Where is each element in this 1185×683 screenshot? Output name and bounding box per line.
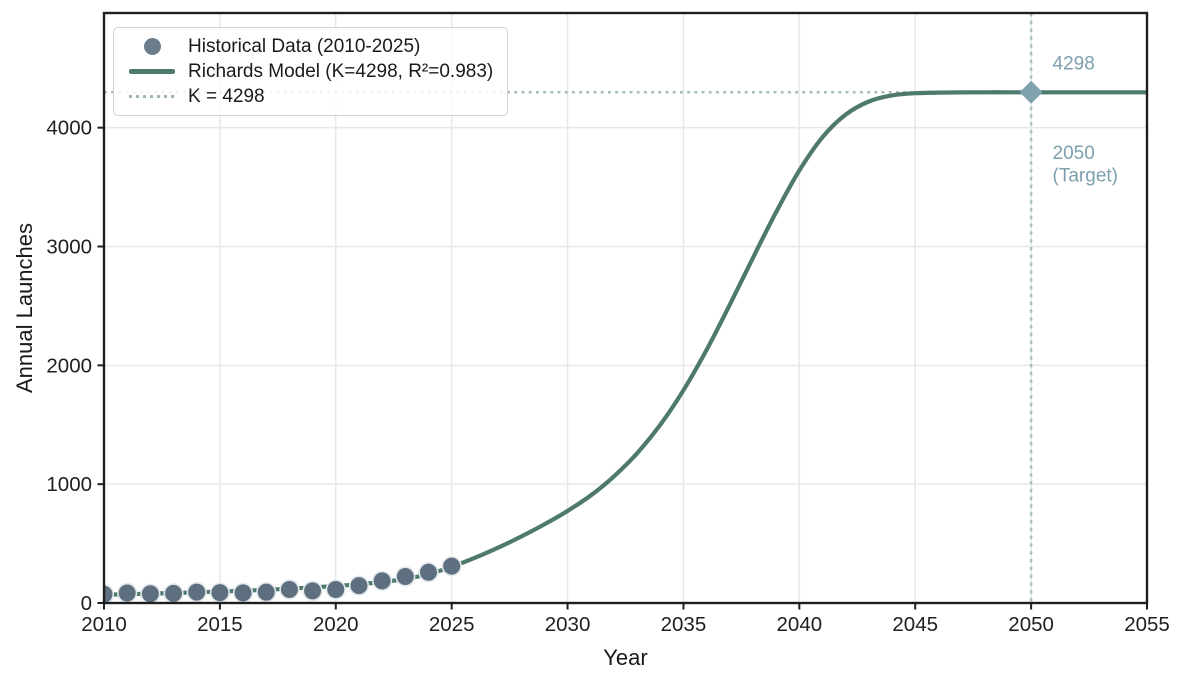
historical-data-point: [279, 579, 300, 600]
historical-data-point: [117, 582, 138, 603]
historical-data-point: [209, 582, 230, 603]
x-tick-label: 2040: [777, 613, 823, 636]
line-sample-icon: [129, 69, 175, 74]
historical-data-point: [186, 581, 207, 603]
historical-data-point: [140, 583, 161, 603]
historical-data-point: [302, 580, 323, 601]
x-tick-label: 2045: [892, 613, 938, 636]
x-tick-label: 2010: [81, 613, 127, 636]
x-tick-label: 2020: [313, 613, 359, 636]
historical-data-point: [104, 584, 115, 603]
historical-data-point: [348, 575, 370, 596]
data-layer: [104, 90, 1147, 603]
plot-frame: [102, 11, 1149, 605]
legend-item-model: Richards Model (K=4298, R²=0.983): [124, 59, 493, 84]
legend-marker-historical: [124, 38, 180, 55]
y-tick-label: 2000: [46, 354, 92, 377]
x-tick-label: 2055: [1124, 613, 1170, 636]
historical-data-point: [441, 556, 462, 577]
annotation-text: 2050: [1053, 143, 1095, 164]
legend-marker-model: [124, 69, 180, 74]
x-tick-label: 2035: [661, 613, 707, 636]
scatter-marker-icon: [143, 38, 161, 55]
x-tick-label: 2025: [429, 613, 475, 636]
historical-data-point: [325, 579, 346, 600]
legend-item-historical: Historical Data (2010-2025): [124, 34, 493, 59]
dotted-line-sample-icon: [129, 95, 175, 98]
richards-model-curve: [104, 90, 1147, 597]
historical-data-point: [232, 582, 254, 603]
annotation-text: (Target): [1053, 166, 1118, 187]
y-tick-label: 0: [81, 592, 92, 615]
y-axis-label: Annual Launches: [12, 222, 37, 394]
x-tick-label: 2050: [1008, 613, 1054, 636]
annotation-text: 4298: [1053, 53, 1095, 74]
y-tick-label: 4000: [46, 117, 92, 140]
x-axis-label: Year: [603, 645, 648, 670]
target-diamond-marker: [1019, 80, 1043, 104]
historical-data-point: [418, 562, 439, 583]
legend-label-historical: Historical Data (2010-2025): [188, 35, 421, 57]
y-tick-label: 3000: [46, 236, 92, 259]
legend-item-k: K = 4298: [124, 84, 493, 109]
x-tick-label: 2015: [197, 613, 243, 636]
y-tick-label: 1000: [46, 473, 92, 496]
legend-label-model: Richards Model (K=4298, R²=0.983): [188, 60, 494, 82]
historical-data-point: [256, 582, 277, 603]
historical-data-point: [395, 566, 416, 587]
legend-marker-k: [124, 95, 180, 98]
historical-data-point: [163, 583, 184, 603]
historical-data-point: [372, 570, 393, 591]
x-tick-label: 2030: [545, 613, 591, 636]
legend-label-k: K = 4298: [188, 85, 265, 107]
legend: Historical Data (2010-2025) Richards Mod…: [113, 27, 509, 116]
